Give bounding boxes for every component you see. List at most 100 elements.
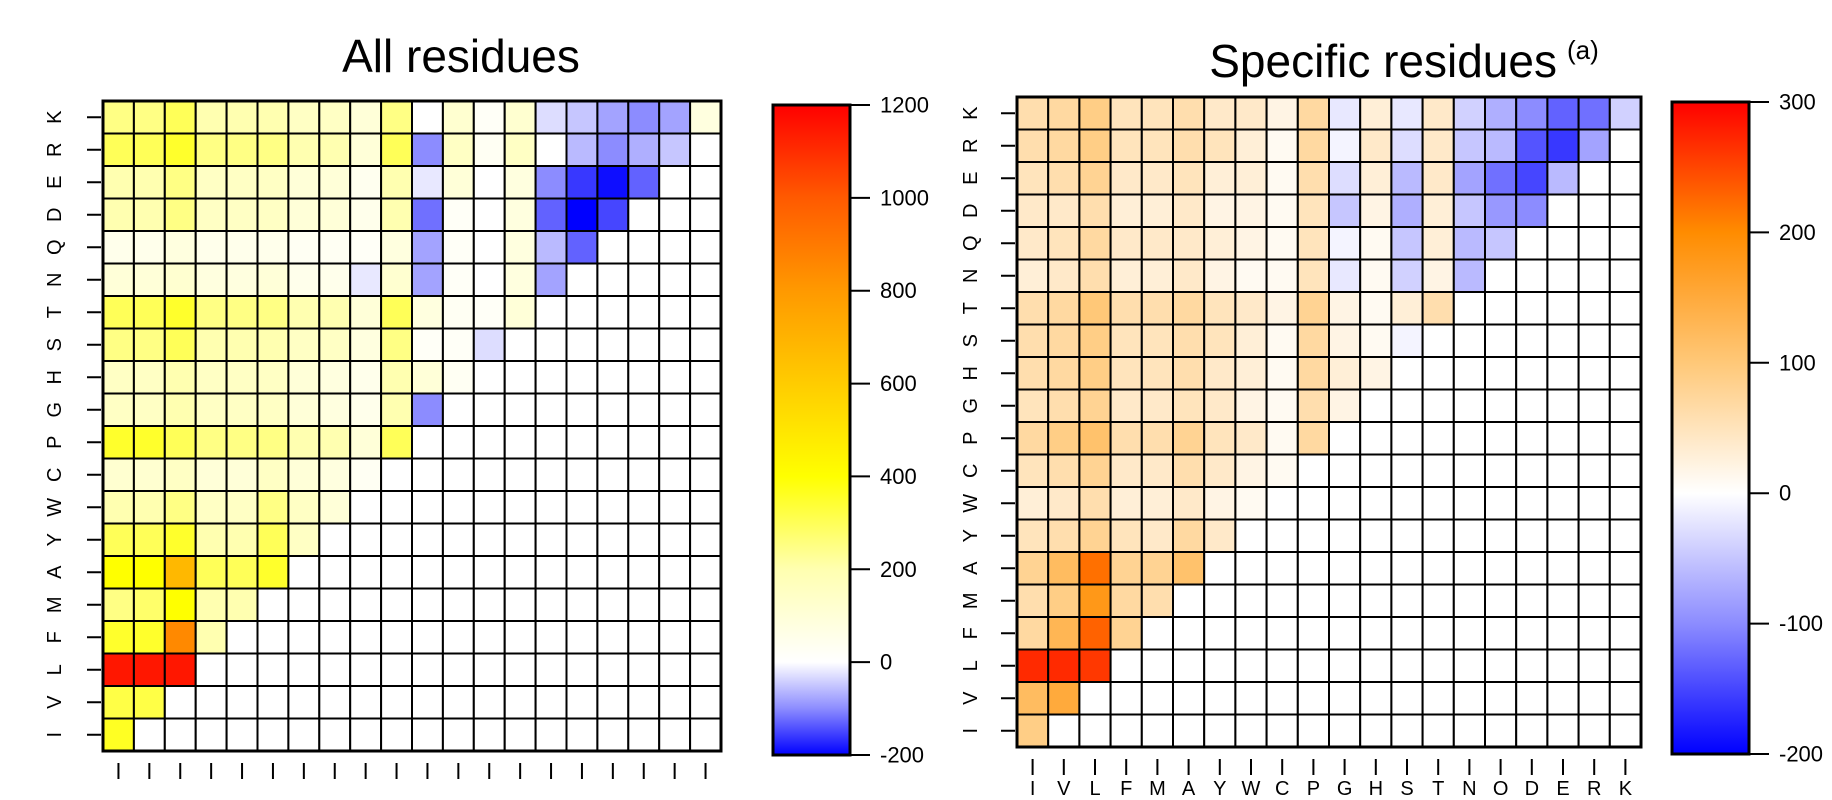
heatmap-cell-W-F — [194, 490, 228, 525]
heatmap-cell-A-C — [1265, 551, 1299, 586]
heatmap-cell-D-R — [658, 197, 692, 232]
heatmap-cell-E-F — [194, 165, 228, 200]
heatmap-cell-H-L — [163, 360, 197, 395]
heatmap-cell-L-I — [102, 652, 135, 687]
heatmap-cell-Q-Y — [1203, 226, 1237, 261]
heatmap-cell-D-V — [132, 197, 166, 232]
heatmap-cell-A-A — [256, 555, 290, 590]
heatmap-cell-G-F — [194, 392, 228, 427]
heatmap-cell-G-A — [256, 392, 290, 427]
heatmap-cell-S-P — [1296, 323, 1331, 358]
heatmap-cell-W-C — [1265, 486, 1299, 521]
heatmap-cell-E-N — [1452, 161, 1487, 196]
heatmap-cell-V-K — [689, 685, 722, 720]
heatmap-cell-V-I — [1016, 681, 1050, 716]
heatmap-cell-R-F — [1109, 128, 1143, 163]
heatmap-cell-L-A — [256, 652, 290, 687]
heatmap-cell-R-I — [1016, 128, 1050, 163]
x-tick-label-W: W — [1242, 778, 1261, 795]
heatmap-cell-G-F — [1109, 388, 1143, 423]
heatmap-cell-M-V — [1047, 583, 1081, 618]
heatmap-cell-W-V — [132, 490, 166, 525]
y-tick-label-C: C — [960, 464, 982, 478]
heatmap-cell-N-T — [1421, 258, 1455, 293]
heatmap-cell-A-P — [380, 555, 414, 590]
heatmap-cell-R-D — [596, 132, 630, 167]
heatmap-cell-R-N — [1452, 128, 1487, 163]
heatmap-cell-W-V — [1047, 486, 1081, 521]
heatmap-cell-S-A — [1172, 323, 1206, 358]
heatmap-cell-K-P — [380, 100, 414, 135]
heatmap-cell-L-R — [1577, 648, 1611, 683]
heatmap-cell-K-I — [1016, 96, 1050, 131]
heatmap-cell-E-W — [318, 165, 352, 200]
heatmap-cell-V-D — [596, 685, 630, 720]
heatmap-cell-T-V — [1047, 291, 1081, 326]
heatmap-cell-L-Y — [1203, 648, 1237, 683]
heatmap-cell-N-P — [1296, 258, 1331, 293]
heatmap-cell-Q-L — [1078, 226, 1112, 261]
heatmap-cell-Y-P — [380, 522, 414, 557]
heatmap-cell-I-V — [1047, 713, 1081, 748]
heatmap-cell-V-E — [1546, 681, 1580, 716]
heatmap-cell-W-M — [1140, 486, 1175, 521]
heatmap-cell-L-M — [1140, 648, 1175, 683]
heatmap-cell-W-E — [1546, 486, 1580, 521]
heatmap-cell-Q-Y — [287, 230, 321, 265]
heatmap-cell-C-E — [627, 457, 661, 492]
heatmap-cell-E-Y — [287, 165, 321, 200]
heatmap-cell-V-C — [349, 685, 383, 720]
heatmap-frame — [1015, 95, 1643, 749]
heatmap-cell-M-S — [1390, 583, 1424, 618]
heatmap-cell-H-I — [102, 360, 135, 395]
heatmap-cell-C-A — [256, 457, 290, 492]
heatmap-cell-A-A — [1172, 551, 1206, 586]
heatmap-cell-H-V — [132, 360, 166, 395]
heatmap-cell-W-R — [658, 490, 692, 525]
heatmap-cell-Q-H — [1359, 226, 1393, 261]
heatmap-cell-S-Q — [1484, 323, 1518, 358]
heatmap-cell-K-D — [1515, 96, 1549, 131]
heatmap-cell-Y-K — [689, 522, 722, 557]
heatmap-cell-I-P — [1296, 713, 1331, 748]
heatmap-cell-M-C — [1265, 583, 1299, 618]
heatmap-cell-W-H — [441, 490, 475, 525]
heatmap-cell-D-S — [1390, 193, 1424, 228]
heatmap-cell-A-M — [1140, 551, 1175, 586]
heatmap-cell-F-M — [1140, 616, 1175, 651]
y-tick-label-G: G — [44, 402, 66, 418]
heatmap-cell-H-A — [256, 360, 290, 395]
heatmap-cell-T-N — [1452, 291, 1487, 326]
x-tick-label-E: E — [1556, 778, 1569, 795]
heatmap-cell-P-L — [163, 425, 197, 460]
heatmap-cell-A-V — [132, 555, 166, 590]
heatmap-cell-G-K — [1608, 388, 1643, 423]
heatmap-cell-H-Q — [565, 360, 599, 395]
heatmap-cell-D-A — [256, 197, 290, 232]
heatmap-cell-H-T — [503, 360, 537, 395]
heatmap-cell-F-D — [1515, 616, 1549, 651]
heatmap-cell-V-W — [1234, 681, 1268, 716]
heatmap-cell-Q-I — [102, 230, 135, 265]
heatmap-cell-H-Y — [1203, 356, 1237, 391]
y-tick-label-V: V — [44, 695, 66, 709]
heatmap-cell-H-F — [1109, 356, 1143, 391]
colorbar-tick-label: -200 — [880, 743, 924, 768]
heatmap-cell-G-P — [380, 392, 414, 427]
y-tick-label-E: E — [44, 176, 66, 189]
heatmap-cell-L-F — [194, 652, 228, 687]
heatmap-cell-H-C — [1265, 356, 1299, 391]
heatmap-cell-F-A — [256, 620, 290, 655]
heatmap-cell-M-M — [1140, 583, 1175, 618]
heatmap-cell-F-H — [441, 620, 475, 655]
heatmap-cell-L-K — [1608, 648, 1643, 683]
heatmap-cell-H-K — [689, 360, 722, 395]
heatmap-cell-L-S — [472, 652, 506, 687]
heatmap-cell-D-Y — [1203, 193, 1237, 228]
heatmap-cell-C-R — [658, 457, 692, 492]
heatmap-cell-D-G — [411, 197, 444, 232]
heatmap-cell-H-F — [194, 360, 228, 395]
heatmap-cell-D-T — [1421, 193, 1455, 228]
heatmap-cell-E-Q — [565, 165, 599, 200]
